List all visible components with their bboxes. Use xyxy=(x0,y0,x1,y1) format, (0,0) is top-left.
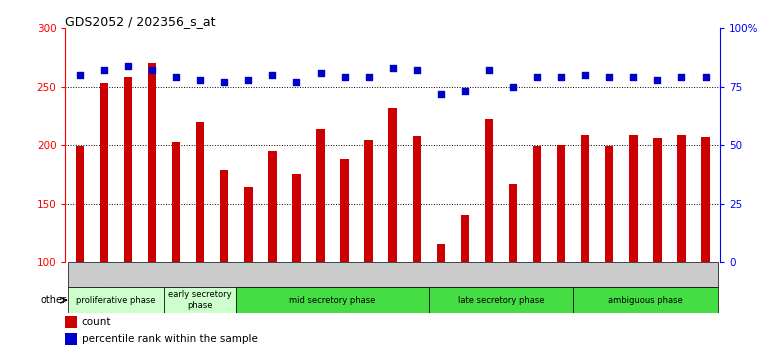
Bar xyxy=(573,287,718,313)
Bar xyxy=(460,215,469,262)
Point xyxy=(338,75,350,80)
Point xyxy=(290,79,303,85)
Point xyxy=(459,88,471,94)
Point xyxy=(434,91,447,97)
Bar xyxy=(653,138,661,262)
Bar xyxy=(65,333,77,345)
Bar xyxy=(75,146,84,262)
Point xyxy=(507,84,519,90)
Text: ambiguous phase: ambiguous phase xyxy=(608,296,683,305)
Text: proliferative phase: proliferative phase xyxy=(76,296,156,305)
Point xyxy=(74,72,86,78)
Bar xyxy=(316,129,325,262)
Bar xyxy=(124,78,132,262)
Bar xyxy=(605,146,614,262)
Point xyxy=(675,75,688,80)
Bar xyxy=(581,135,589,262)
Point xyxy=(170,75,182,80)
Bar xyxy=(68,262,718,287)
Bar xyxy=(437,244,445,262)
Bar xyxy=(533,146,541,262)
Bar xyxy=(389,108,397,262)
Text: GDS2052 / 202356_s_at: GDS2052 / 202356_s_at xyxy=(65,15,216,28)
Bar xyxy=(429,287,573,313)
Bar xyxy=(293,174,300,262)
Text: mid secretory phase: mid secretory phase xyxy=(290,296,376,305)
Point xyxy=(194,77,206,82)
Point xyxy=(122,63,134,69)
Bar xyxy=(100,83,108,262)
Bar xyxy=(172,142,180,262)
Point xyxy=(146,68,159,73)
Bar xyxy=(413,136,421,262)
Bar xyxy=(485,119,493,262)
Point xyxy=(242,77,254,82)
Point xyxy=(699,75,711,80)
Bar xyxy=(65,316,77,328)
Text: other: other xyxy=(41,295,67,305)
Point xyxy=(314,70,326,75)
Bar xyxy=(509,184,517,262)
Bar xyxy=(629,135,638,262)
Point xyxy=(98,68,110,73)
Point xyxy=(483,68,495,73)
Bar xyxy=(244,187,253,262)
Bar xyxy=(268,151,276,262)
Bar xyxy=(364,141,373,262)
Text: percentile rank within the sample: percentile rank within the sample xyxy=(82,335,258,344)
Text: count: count xyxy=(82,318,112,327)
Text: early secretory
phase: early secretory phase xyxy=(169,291,232,310)
Bar xyxy=(701,137,710,262)
Point xyxy=(266,72,279,78)
Bar xyxy=(557,145,565,262)
Bar xyxy=(148,63,156,262)
Point xyxy=(603,75,615,80)
Point xyxy=(387,65,399,71)
Bar xyxy=(164,287,236,313)
Point xyxy=(218,79,230,85)
Point xyxy=(627,75,639,80)
Bar xyxy=(236,287,429,313)
Point xyxy=(363,75,375,80)
Point xyxy=(410,68,423,73)
Point xyxy=(555,75,567,80)
Text: late secretory phase: late secretory phase xyxy=(457,296,544,305)
Bar xyxy=(220,170,229,262)
Point xyxy=(579,72,591,78)
Point xyxy=(531,75,543,80)
Bar xyxy=(340,159,349,262)
Bar xyxy=(196,122,204,262)
Bar xyxy=(678,135,685,262)
Bar xyxy=(68,287,164,313)
Point xyxy=(651,77,664,82)
